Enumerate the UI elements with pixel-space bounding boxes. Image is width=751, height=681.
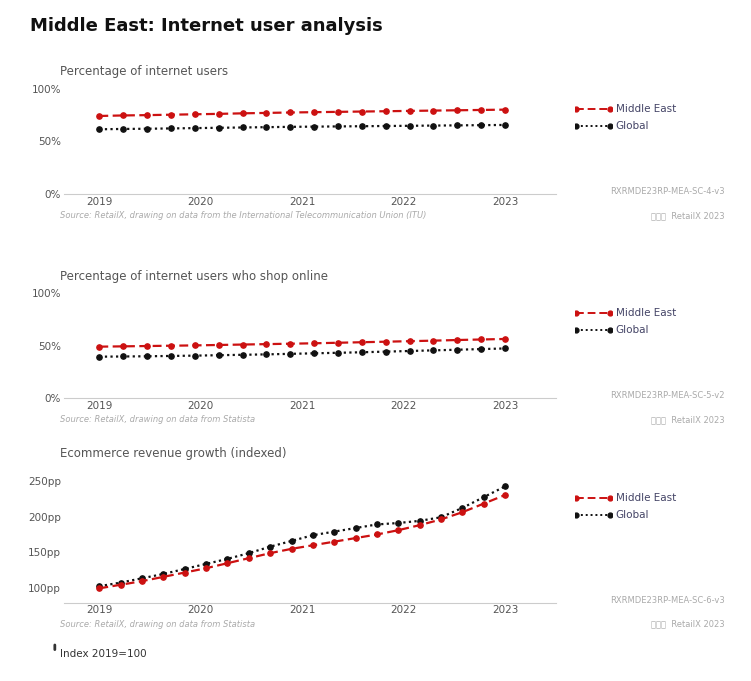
Text: Global: Global [616,325,650,335]
Text: RXRMDE23RP-MEA-SC-5-v2: RXRMDE23RP-MEA-SC-5-v2 [611,392,725,400]
Text: Ecommerce revenue growth (indexed): Ecommerce revenue growth (indexed) [60,447,287,460]
Text: Middle East: Middle East [616,492,676,503]
Text: Middle East: Middle East [616,308,676,318]
Text: ⓒⓘⓔ  RetailX 2023: ⓒⓘⓔ RetailX 2023 [651,211,725,220]
Text: Middle East: Middle East [616,104,676,114]
Text: Source: RetailX, drawing on data from Statista: Source: RetailX, drawing on data from St… [60,620,255,629]
Text: Global: Global [616,509,650,520]
Text: Source: RetailX, drawing on data from the International Telecommunication Union : Source: RetailX, drawing on data from th… [60,211,427,220]
Text: Middle East: Internet user analysis: Middle East: Internet user analysis [30,17,383,35]
Text: ⓒⓘⓔ  RetailX 2023: ⓒⓘⓔ RetailX 2023 [651,620,725,629]
Text: RXRMDE23RP-MEA-SC-4-v3: RXRMDE23RP-MEA-SC-4-v3 [610,187,725,196]
Text: Percentage of internet users who shop online: Percentage of internet users who shop on… [60,270,328,283]
Text: Source: RetailX, drawing on data from Statista: Source: RetailX, drawing on data from St… [60,415,255,424]
Text: Percentage of internet users: Percentage of internet users [60,65,228,78]
Text: Index 2019=100: Index 2019=100 [60,649,146,659]
Text: RXRMDE23RP-MEA-SC-6-v3: RXRMDE23RP-MEA-SC-6-v3 [610,596,725,605]
Text: Global: Global [616,121,650,131]
Text: ⓒⓘⓔ  RetailX 2023: ⓒⓘⓔ RetailX 2023 [651,415,725,424]
